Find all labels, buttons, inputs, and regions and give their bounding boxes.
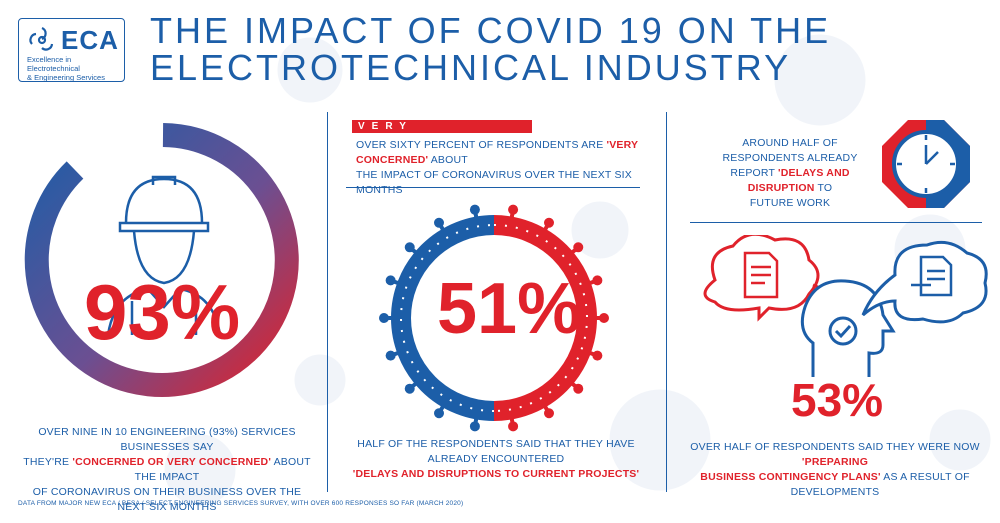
stat4-highlight-1: 'PREPARING <box>801 456 869 468</box>
virus-spike-tip <box>379 313 389 323</box>
stat1-caption-line1: OVER NINE IN 10 ENGINEERING (93%) SERVIC… <box>38 426 296 453</box>
virus-spike-tip <box>469 421 480 432</box>
stat3-line3: FUTURE WORK <box>749 197 831 209</box>
stat2-caption-highlight: 'DELAYS AND DISRUPTIONS TO CURRENT PROJE… <box>352 468 640 480</box>
stat3-line1: AROUND HALF OF RESPONDENTS ALREADY <box>722 137 858 164</box>
stat1-caption-line2: THEY'RE 'CONCERNED OR VERY CONCERNED' AB… <box>22 455 312 485</box>
stat2-top-highlight: 'VERY CONCERNED' <box>356 139 639 166</box>
virus-spike-tip <box>508 204 519 215</box>
stat2-top-line2: THE IMPACT OF CORONAVIRUS OVER THE NEXT … <box>356 169 633 196</box>
ring-arc <box>24 123 299 397</box>
stat4-value: 53% <box>791 374 884 426</box>
stat4-caption-line2-post: AS A RESULT OF DEVELOPMENTS <box>790 471 970 498</box>
stat3-line2-post: TO <box>814 182 833 194</box>
virus-spike-tip <box>573 383 584 394</box>
stat3-highlight: 'DELAYS AND DISRUPTION <box>747 167 850 194</box>
stat1-caption-highlight: 'CONCERNED OR VERY CONCERNED' <box>72 456 272 468</box>
ring-arc-start <box>75 135 163 170</box>
stat2-top-line1-pre: OVER SIXTY PERCENT OF RESPONDENTS ARE <box>356 139 607 151</box>
stat4-caption: OVER HALF OF RESPONDENTS SAID THEY WERE … <box>680 440 990 500</box>
stat2-value: 51% <box>437 269 582 349</box>
engineer-icon <box>106 175 222 336</box>
virus-spike-tip <box>544 408 554 419</box>
divider-right <box>666 112 667 492</box>
stat4-highlight-2: BUSINESS CONTINGENCY PLANS' <box>700 471 881 483</box>
virus-spike-tip <box>508 421 519 432</box>
logo-subtitle-line2: & Engineering Services <box>27 73 105 82</box>
concern-ring-chart <box>24 123 299 397</box>
virus-spike-tip <box>544 217 554 228</box>
virus-spike-tip <box>592 350 603 361</box>
stat3-text: AROUND HALF OF RESPONDENTS ALREADY REPOR… <box>700 136 880 211</box>
virus-spike-tip <box>434 408 444 419</box>
stat4-caption-line1-pre: OVER HALF OF RESPONDENTS SAID THEY WERE … <box>690 441 980 453</box>
stat3-line2-pre: REPORT <box>730 167 779 179</box>
contingency-icons <box>703 235 988 377</box>
stat2-top-text: OVER SIXTY PERCENT OF RESPONDENTS ARE 'V… <box>356 138 646 198</box>
virus-ring-icon <box>379 204 609 432</box>
stat2-top-line1: OVER SIXTY PERCENT OF RESPONDENTS ARE 'V… <box>356 138 646 168</box>
stat1-caption-line2-post: ABOUT THE IMPACT <box>134 456 311 483</box>
virus-spike-tip <box>469 204 480 215</box>
virus-spike-tip <box>592 275 603 286</box>
logo-subtitle: Excellence in Electrotechnical & Enginee… <box>27 55 122 82</box>
form-bubble-icon <box>861 240 988 324</box>
divider-left <box>327 112 328 492</box>
very-concerned-tag: VERY CONCERNED <box>352 120 532 145</box>
footnote: DATA FROM MAJOR NEW ECA / BESA / SELECT … <box>18 500 464 507</box>
eca-logo: ECA Excellence in Electrotechnical & Eng… <box>18 18 125 82</box>
virus-spike-tip <box>385 350 396 361</box>
virus-spike-tip <box>599 313 609 323</box>
stat3-line2: REPORT 'DELAYS AND DISRUPTION TO <box>700 166 880 196</box>
stat4-caption-line1: OVER HALF OF RESPONDENTS SAID THEY WERE … <box>680 440 990 470</box>
virus-spike-tip <box>404 242 415 253</box>
stat2-caption: HALF OF THE RESPONDENTS SAID THAT THEY H… <box>340 437 652 482</box>
virus-spike-tip <box>385 275 396 286</box>
page-title: THE IMPACT OF COVID 19 ON THE ELECTROTEC… <box>150 12 850 86</box>
stat1-caption-line2-pre: THEY'RE <box>23 456 73 468</box>
document-bubble-icon <box>703 235 820 322</box>
virus-spike-tip <box>573 242 584 253</box>
stat4-caption-line2: BUSINESS CONTINGENCY PLANS' AS A RESULT … <box>680 470 990 500</box>
stat1-value: 93% <box>84 268 241 356</box>
stat1-caption: OVER NINE IN 10 ENGINEERING (93%) SERVIC… <box>22 425 312 515</box>
virus-spike-tip <box>434 217 444 228</box>
stat2-caption-line1: HALF OF THE RESPONDENTS SAID THAT THEY H… <box>357 438 635 465</box>
virus-ring-red-half <box>493 215 597 421</box>
eca-logo-icon <box>29 26 54 51</box>
logo-name: ECA <box>61 25 119 55</box>
stat2-top-line1-post: ABOUT <box>428 154 468 166</box>
divider-right-mid <box>690 222 982 223</box>
clock-icon <box>882 120 970 208</box>
virus-spike-tip <box>404 383 415 394</box>
logo-subtitle-line1: Excellence in Electrotechnical <box>27 55 80 73</box>
title-line2: ELECTROTECHNICAL INDUSTRY <box>150 47 792 88</box>
virus-ring-blue-half <box>391 215 495 421</box>
divider-middle-top <box>346 187 640 188</box>
stat1-caption-line3: OF CORONAVIRUS ON THEIR BUSINESS OVER TH… <box>32 486 302 513</box>
title-line1: THE IMPACT OF COVID 19 ON THE <box>150 10 832 51</box>
